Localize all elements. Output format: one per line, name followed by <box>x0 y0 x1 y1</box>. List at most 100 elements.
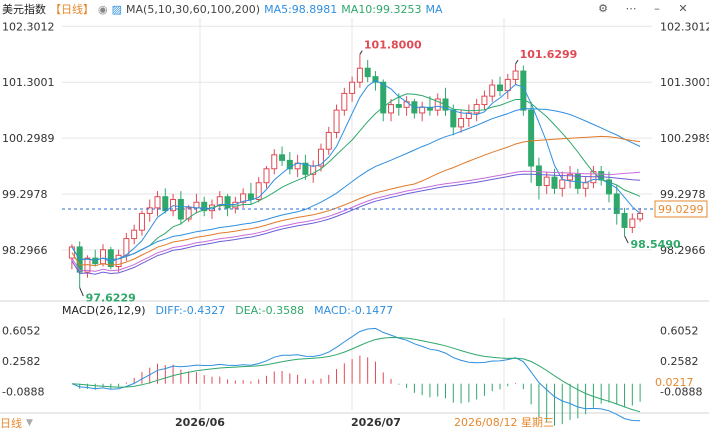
annotation-low-1-leader <box>79 287 84 297</box>
candle-body <box>582 182 589 189</box>
macd-dea-value: DEA:-0.3588 <box>235 304 305 317</box>
candle-body <box>224 196 231 209</box>
candle-body <box>325 131 332 150</box>
macd-label: MACD(26,12,9) <box>62 304 146 317</box>
footer-period-label: 日线 <box>0 417 22 430</box>
candle-body <box>489 84 496 97</box>
macd-header: MACD(26,12,9) DIFF:-0.4327 DEA:-0.3588 M… <box>62 304 403 317</box>
ma10-line <box>71 93 641 261</box>
candle-body <box>473 104 480 114</box>
candle-body <box>146 207 153 214</box>
price-axis-right-label: 102.3012 <box>660 20 709 33</box>
macd-axis-left-label: -0.0888 <box>2 385 44 398</box>
minimize-icon[interactable]: – <box>654 1 660 15</box>
ma-config[interactable]: MA(5,10,30,60,100,200) <box>126 2 261 16</box>
candle-body <box>458 118 465 128</box>
annotation-low-2: 98.5490 <box>631 238 681 251</box>
eye-icon[interactable]: ◉ <box>98 2 108 16</box>
candle-body <box>232 201 239 209</box>
candle-body <box>138 212 145 231</box>
candle-body <box>286 159 293 170</box>
candle-body <box>107 249 114 267</box>
candle-body <box>131 229 138 240</box>
chart-header: 美元指数 【日线】 ◉ ▨ MA(5,10,30,60,100,200) MA5… <box>2 1 447 17</box>
candle-body <box>567 173 574 181</box>
ma30-line <box>71 108 641 261</box>
annotation-high-1-leader <box>359 50 363 55</box>
candle-body <box>349 81 356 94</box>
candle-body <box>520 70 527 111</box>
candle-body <box>333 109 340 133</box>
candle-body <box>465 112 472 120</box>
x-axis-label: 2026/06 <box>175 416 225 429</box>
price-axis-left-label: 101.3001 <box>2 76 55 89</box>
candle-body <box>543 176 550 187</box>
candle-body <box>426 106 433 111</box>
macd-current-label: 0.0217 <box>655 376 694 389</box>
price-axis-left-label: 99.2978 <box>2 188 48 201</box>
ma60-line <box>71 135 641 267</box>
candle-body <box>317 148 324 167</box>
chart-type-icon[interactable]: ▨ <box>111 2 123 16</box>
ma10-value: MA10:99.3253 <box>341 2 422 16</box>
macd-axis-right-label: 0.6052 <box>660 325 699 338</box>
candle-body <box>380 81 387 114</box>
candle-body <box>481 95 488 106</box>
price-axis-right-label: 98.2966 <box>660 244 706 257</box>
candle-body <box>185 207 192 220</box>
candle-body <box>504 78 511 92</box>
macd-axis-right-label: 0.2582 <box>660 355 699 368</box>
candle-body <box>263 168 270 184</box>
candle-body <box>154 196 161 209</box>
annotation-low-2-leader <box>624 235 629 244</box>
price-axis-right-label: 99.2978 <box>660 188 706 201</box>
candle-body <box>434 98 441 111</box>
annotation-low-1: 97.6229 <box>86 292 136 305</box>
annotation-high-2: 101.6299 <box>520 48 578 61</box>
candle-body <box>92 257 99 265</box>
candle-body <box>551 176 558 189</box>
x-axis-label: 2026/07 <box>351 416 401 429</box>
candle-body <box>279 154 286 161</box>
price-axis-left-label: 102.3012 <box>2 20 55 33</box>
candle-body <box>629 218 636 228</box>
candle-body <box>100 249 107 265</box>
close-icon[interactable]: ✕ <box>678 1 688 15</box>
footer-period-selector[interactable]: 日线 ▼ <box>0 414 50 432</box>
candle-body <box>115 254 122 267</box>
instrument-title: 美元指数 <box>2 3 46 16</box>
candle-body <box>302 162 309 175</box>
candle-body <box>216 196 223 206</box>
candle-body <box>247 193 254 200</box>
price-axis-left-label: 98.2966 <box>2 244 48 257</box>
candle-body <box>372 76 379 83</box>
annotation-high-2-leader <box>515 59 519 65</box>
chevron-down-icon: ▼ <box>26 418 33 428</box>
x-axis-cursor-label: 2026/08/12 星期三 <box>454 416 554 429</box>
macd-diff-line <box>71 327 641 422</box>
more-icon[interactable]: ⋯ <box>625 1 637 15</box>
price-axis-right-label: 101.3001 <box>660 76 709 89</box>
candle-body <box>193 201 200 209</box>
ma5-line <box>71 79 641 263</box>
candle-body <box>621 212 628 228</box>
current-price-label: 99.0299 <box>658 203 704 216</box>
candle-body <box>613 193 620 214</box>
macd-axis-left-label: 0.2582 <box>2 355 41 368</box>
price-axis-left-label: 100.2989 <box>2 132 55 145</box>
settings-icon[interactable]: ⚙ <box>598 1 608 15</box>
candle-body <box>559 179 566 189</box>
candle-body <box>497 84 503 92</box>
period-selector[interactable]: 【日线】 <box>50 3 94 16</box>
macd-diff-value: DIFF:-0.4327 <box>155 304 226 317</box>
candle-body <box>240 193 247 203</box>
candle-body <box>255 182 262 200</box>
candle-body <box>162 196 169 212</box>
candle-body <box>341 92 348 111</box>
candle-body <box>395 104 402 108</box>
annotation-high-1: 101.8000 <box>364 38 422 51</box>
candle-body <box>450 109 457 128</box>
candle-body <box>598 171 605 181</box>
ma30-value: MA <box>425 2 443 16</box>
